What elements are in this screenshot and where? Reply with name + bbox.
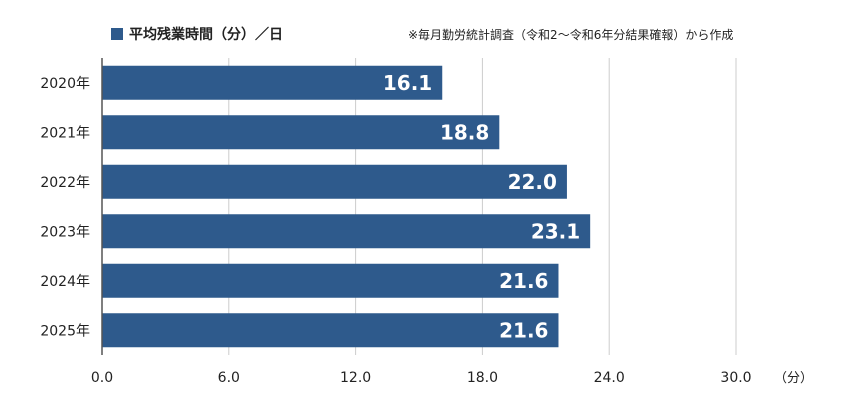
category-label: 2023年 [40,224,90,240]
x-tick-label: 6.0 [218,370,240,386]
data-label: 22.0 [508,170,557,194]
category-label: 2024年 [40,274,90,290]
bar [102,263,559,298]
category-label: 2025年 [40,323,90,339]
data-label: 21.6 [499,269,548,293]
data-label: 16.1 [383,71,432,95]
data-label: 21.6 [499,318,548,342]
bar [102,164,567,199]
bar [102,214,591,249]
x-tick-label: 24.0 [594,370,625,386]
x-tick-label: 0.0 [91,370,113,386]
category-label: 2021年 [40,125,90,141]
bar [102,115,500,150]
data-label: 18.8 [440,120,489,144]
legend-swatch [111,28,123,40]
bar [102,65,443,100]
category-label: 2020年 [40,76,90,92]
category-label: 2022年 [40,175,90,191]
legend: 平均残業時間（分）／日 [111,24,283,44]
x-tick-label: 18.0 [467,370,498,386]
x-tick-label: 30.0 [720,370,751,386]
x-tick-label: 12.0 [340,370,371,386]
source-note: ※毎月勤労統計調査（令和2〜令和6年分結果確報）から作成 [408,28,734,42]
data-label: 23.1 [531,219,580,243]
bar [102,313,559,348]
legend-label: 平均残業時間（分）／日 [129,27,283,43]
x-axis-unit: （分） [774,371,814,386]
